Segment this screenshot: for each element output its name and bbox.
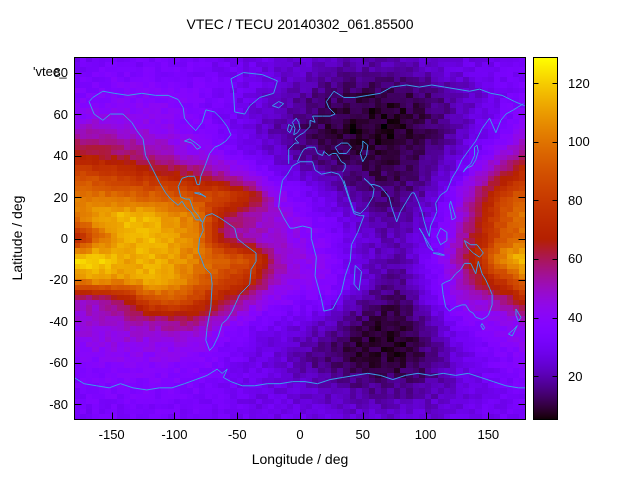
x-tick-label: 100: [414, 427, 437, 442]
chart-title: VTEC / TECU 20140302_061.85500: [186, 16, 414, 32]
x-tick-label: -100: [161, 427, 188, 442]
colorbar-tick-label: 60: [568, 251, 583, 267]
x-tick-label: -150: [98, 427, 125, 442]
y-tick-label: 20: [53, 189, 68, 205]
y-tick-label: -60: [49, 355, 68, 371]
colorbar-tick-label: 80: [568, 192, 583, 208]
y-tick-label: 60: [53, 106, 68, 122]
x-tick-label: 0: [296, 427, 304, 442]
y-tick-label: -80: [49, 396, 68, 412]
x-tick-label: -50: [227, 427, 247, 442]
y-tick-label: 40: [53, 148, 68, 164]
y-tick-label: -40: [49, 313, 68, 329]
y-tick-label: 0: [60, 231, 68, 246]
colorbar-tick-label: 100: [568, 134, 590, 150]
y-axis-title: Latitude / deg: [9, 195, 25, 281]
y-tick-label: -20: [49, 272, 68, 288]
x-axis-title: Longitude / deg: [251, 451, 349, 467]
colorbar-tick-label: 20: [568, 368, 583, 384]
colorbar-tick-label: 40: [568, 310, 583, 326]
y-tick-label: 80: [53, 65, 68, 81]
x-tick-label: 50: [355, 427, 370, 442]
x-tick-label: 150: [477, 427, 500, 442]
colorbar-tick-label: 120: [568, 75, 590, 91]
colorbar-canvas: [533, 57, 558, 420]
heatmap-canvas: [74, 57, 526, 420]
key-label: 'vtec_: [33, 64, 67, 79]
